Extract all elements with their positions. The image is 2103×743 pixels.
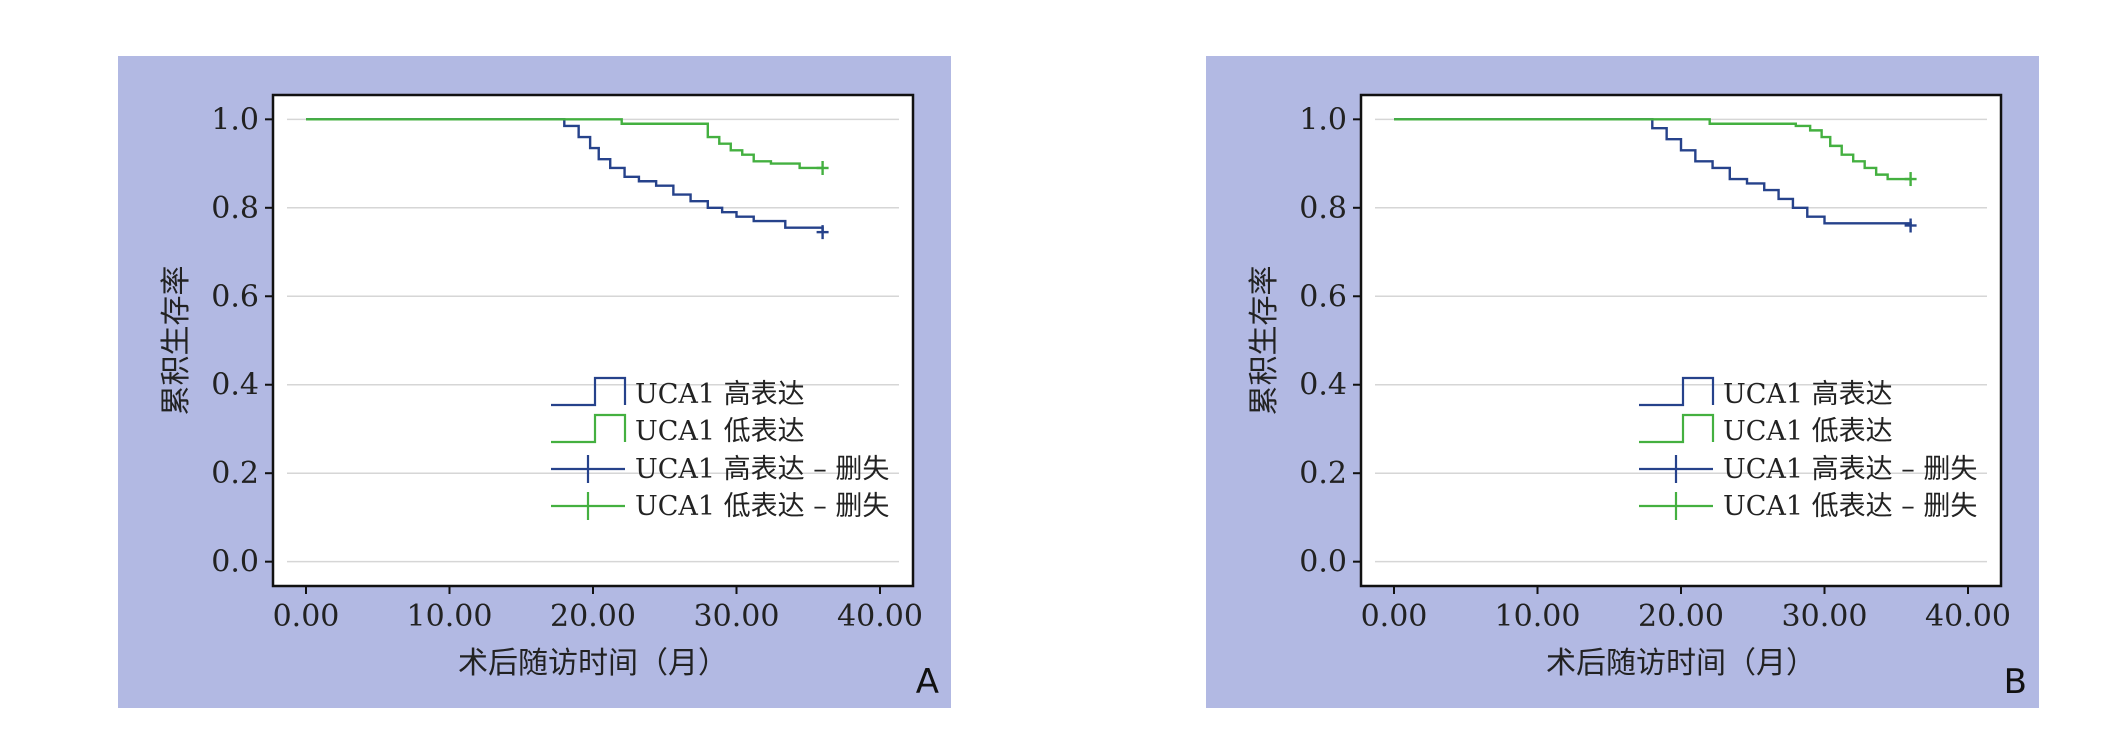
- y-tick-label: 0.0: [211, 545, 259, 580]
- legend-step-symbol: [551, 413, 627, 444]
- survival-curve-high: [306, 118, 824, 233]
- legend-label: UCA1 高表达 – 删失: [635, 454, 889, 485]
- legend-label: UCA1 低表达 – 删失: [1723, 491, 1977, 522]
- x-tick-label: 30.00: [1782, 599, 1868, 634]
- x-tick-label: 20.00: [550, 599, 636, 634]
- x-tick-label: 0.00: [1361, 599, 1428, 634]
- x-tick-label: 40.00: [1925, 599, 2011, 634]
- y-tick-label: 0.4: [211, 368, 259, 403]
- plot-frame: [271, 93, 915, 588]
- plot-background: [273, 95, 913, 586]
- y-axis-title: 累积生存率: [1247, 266, 1282, 416]
- legend-step-symbol: [1639, 376, 1715, 407]
- x-tick-label: 10.00: [1495, 599, 1581, 634]
- x-tick-label: 10.00: [407, 599, 493, 634]
- y-tick-label: 0.8: [1299, 191, 1347, 226]
- y-tick-label: 1.0: [1299, 102, 1347, 137]
- x-tick-label: 0.00: [273, 599, 340, 634]
- survival-curve-high: [1394, 118, 1912, 226]
- legend-step-symbol: [551, 376, 627, 407]
- plot-frame: [1359, 93, 2003, 588]
- survival-curve-low: [306, 118, 823, 170]
- x-tick-label: 20.00: [1638, 599, 1724, 634]
- legend-label: UCA1 低表达: [1723, 416, 1893, 447]
- x-tick-label: 30.00: [694, 599, 780, 634]
- km-panel-b: 0.0 0.2 0.4 0.6 0.8 1.0 0.00 10.00 20.00 30.00 40.…: [1206, 56, 2039, 708]
- panel-label-b: B: [2003, 662, 2027, 702]
- y-axis-title: 累积生存率: [159, 266, 194, 416]
- km-panel-a: 0.0 0.2 0.4 0.6 0.8 1.0 0.00 10.00 20.00 30.00 40.…: [118, 56, 951, 708]
- y-tick-label: 0.6: [1299, 279, 1347, 314]
- y-tick-label: 1.0: [211, 102, 259, 137]
- y-tick-label: 0.0: [1299, 545, 1347, 580]
- plot-background: [1361, 95, 2001, 586]
- y-tick-label: 0.2: [1299, 456, 1347, 491]
- x-tick-label: 40.00: [837, 599, 923, 634]
- km-chart-a: 0.0 0.2 0.4 0.6 0.8 1.0 0.00 10.00 20.00 30.00 40.…: [159, 93, 923, 681]
- x-axis-title: 术后随访时间（月）: [1546, 646, 1816, 681]
- legend-label: UCA1 低表达: [635, 416, 805, 447]
- legend-label: UCA1 高表达: [635, 379, 805, 410]
- legend-step-symbol: [1639, 413, 1715, 444]
- y-tick-label: 0.4: [1299, 368, 1347, 403]
- y-tick-label: 0.8: [211, 191, 259, 226]
- panel-label-a: A: [915, 662, 939, 702]
- legend-label: UCA1 低表达 – 删失: [635, 491, 889, 522]
- legend-label: UCA1 高表达 – 删失: [1723, 454, 1977, 485]
- survival-curve-low: [1394, 118, 1911, 181]
- y-tick-label: 0.6: [211, 279, 259, 314]
- x-axis-title: 术后随访时间（月）: [458, 646, 728, 681]
- km-chart-b: 0.0 0.2 0.4 0.6 0.8 1.0 0.00 10.00 20.00 30.00 40.…: [1247, 93, 2011, 681]
- y-tick-label: 0.2: [211, 456, 259, 491]
- legend-label: UCA1 高表达: [1723, 379, 1893, 410]
